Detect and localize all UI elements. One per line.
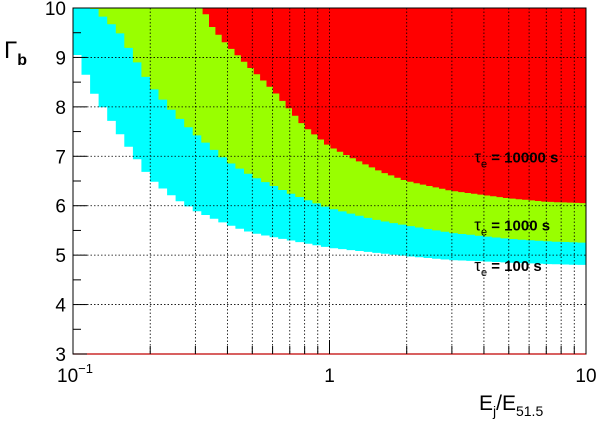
y-tick-label: 8 — [55, 98, 66, 119]
region-label-tau: τ — [474, 256, 481, 275]
region-label-sub: e — [481, 158, 487, 170]
x-tick-label-exponent: −1 — [78, 361, 93, 376]
x-axis-title: Ej/E51.5 — [479, 392, 543, 419]
grid-layer — [73, 8, 586, 354]
region-labels-layer: τe = 100 sτe = 1000 sτe = 10000 s — [474, 147, 558, 279]
region-label-text: = 100 s — [487, 258, 542, 275]
region-label-text: = 1000 s — [487, 217, 550, 234]
x-axis-title-mid: /E — [496, 392, 516, 415]
x-tick-label: 10−1 — [57, 361, 93, 387]
region-label-tau_e_100: τe = 100 s — [474, 256, 541, 279]
y-tick-label: 4 — [55, 296, 66, 317]
x-tick-label-base: 10 — [57, 366, 78, 387]
region-label-sub: e — [481, 226, 487, 238]
y-tick-label: 3 — [55, 345, 66, 366]
y-tick-label: 7 — [55, 147, 66, 168]
region-label-tau: τ — [474, 147, 481, 166]
x-tick-label: 10 — [575, 366, 596, 387]
x-axis-title-sub1: j — [492, 403, 496, 419]
x-axis-title-sub2: 51.5 — [516, 403, 543, 419]
region-label-sub: e — [481, 267, 487, 279]
y-tick-label: 10 — [45, 0, 66, 20]
x-tick-label: 1 — [324, 366, 335, 387]
y-axis-title: Γb — [4, 37, 27, 69]
region-label-tau: τ — [474, 215, 481, 234]
y-axis-title-sub: b — [17, 52, 27, 69]
y-tick-label: 6 — [55, 197, 66, 218]
y-axis-title-main: Γ — [4, 37, 17, 64]
region-label-tau_e_1000: τe = 1000 s — [474, 215, 550, 238]
y-tick-label: 9 — [55, 48, 66, 69]
x-axis-title-main: E — [479, 392, 493, 415]
region-label-text: = 10000 s — [487, 149, 558, 166]
regions-layer — [73, 8, 586, 265]
y-tick-label: 5 — [55, 246, 66, 267]
region-tau_e_10000 — [202, 8, 586, 204]
region-label-tau_e_10000: τe = 10000 s — [474, 147, 558, 170]
